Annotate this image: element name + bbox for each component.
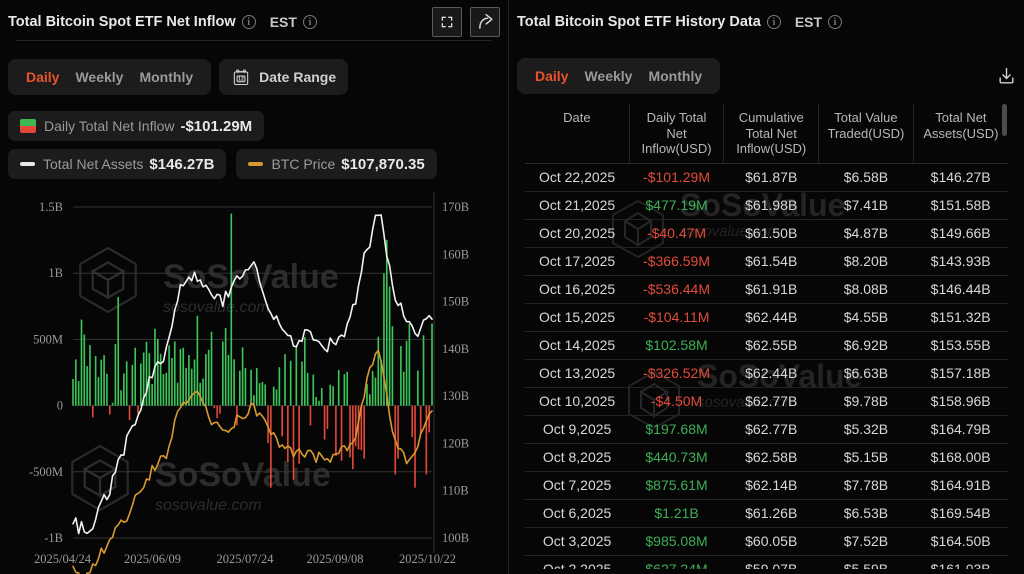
svg-text:140B: 140B [442, 342, 469, 356]
svg-text:-500M: -500M [29, 465, 63, 479]
svg-text:SoSoValue: SoSoValue [155, 456, 331, 494]
svg-text:2025/10/22: 2025/10/22 [399, 552, 456, 566]
svg-text:130B: 130B [442, 389, 469, 403]
svg-text:500M: 500M [33, 332, 63, 346]
svg-text:2025/09/08: 2025/09/08 [307, 552, 364, 566]
svg-text:sosovalue.com: sosovalue.com [155, 497, 262, 514]
svg-text:sosovalue.com: sosovalue.com [163, 299, 270, 316]
svg-text:150B: 150B [442, 295, 469, 309]
svg-text:2025/06/09: 2025/06/09 [124, 552, 181, 566]
svg-text:170B: 170B [442, 200, 469, 214]
svg-text:160B: 160B [442, 247, 469, 261]
svg-text:110B: 110B [442, 484, 469, 498]
svg-text:120B: 120B [442, 436, 469, 450]
svg-text:-1B: -1B [44, 531, 63, 545]
svg-text:1.5B: 1.5B [39, 200, 63, 214]
svg-text:2025/04/24: 2025/04/24 [34, 552, 92, 566]
svg-text:12: 12 [238, 76, 244, 82]
svg-text:2025/07/24: 2025/07/24 [217, 552, 275, 566]
svg-text:100B: 100B [442, 531, 469, 545]
svg-text:1B: 1B [48, 266, 63, 280]
svg-text:0: 0 [57, 399, 63, 413]
